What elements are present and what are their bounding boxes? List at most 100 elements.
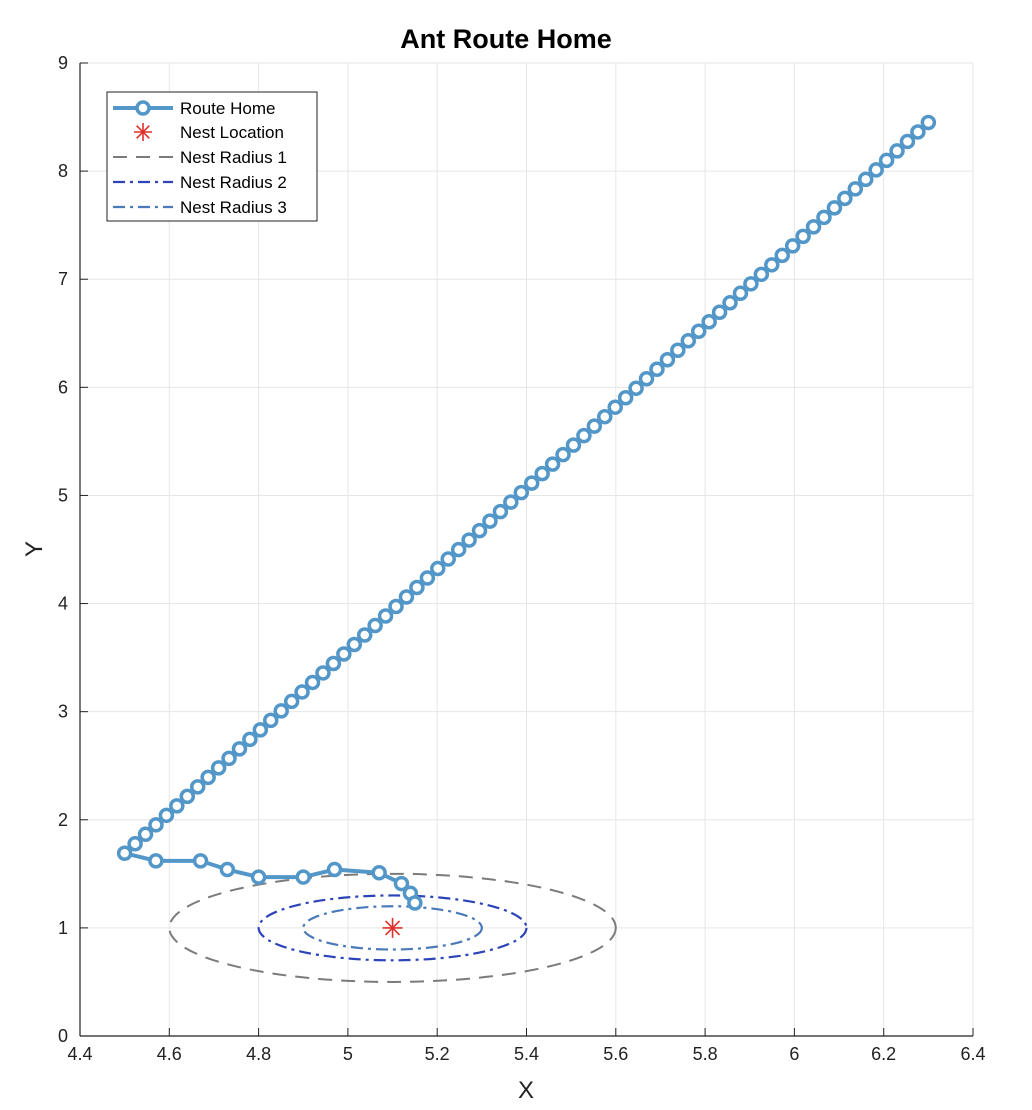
route-home-point bbox=[482, 513, 498, 529]
route-home-point bbox=[192, 853, 209, 869]
route-home-point bbox=[346, 636, 363, 653]
route-home-point bbox=[461, 532, 477, 548]
route-home-point bbox=[273, 703, 289, 719]
axes bbox=[79, 62, 974, 1037]
route-home-point bbox=[409, 579, 425, 596]
route-home-point bbox=[398, 589, 415, 605]
route-home-point bbox=[534, 465, 550, 482]
route-home-point bbox=[393, 875, 410, 892]
legend-label: Nest Radius 3 bbox=[180, 198, 287, 217]
route-home-point bbox=[753, 266, 770, 283]
legend: Route Home Nest Location Nest Radius 1 Nest… bbox=[106, 91, 318, 222]
route-home-point bbox=[795, 228, 811, 245]
route-home-point bbox=[367, 617, 383, 634]
x-tick-label: 5.6 bbox=[603, 1044, 628, 1064]
x-tick-label: 6.4 bbox=[960, 1044, 985, 1064]
tick-labels: 4.4 4.6 4.8 5 5.2 5.4 5.6 5.8 6 6.2 6.4 0 1 2 3 4 5 6 7 8 9 bbox=[58, 53, 986, 1064]
x-tick-label: 4.6 bbox=[157, 1044, 182, 1064]
route-home-point bbox=[920, 114, 937, 131]
x-tick-label: 6 bbox=[789, 1044, 799, 1064]
nest-radius-3-circle bbox=[302, 905, 483, 951]
route-home-point bbox=[430, 560, 446, 577]
y-tick-label: 5 bbox=[58, 485, 68, 505]
route-home-point bbox=[189, 779, 206, 795]
route-home-point bbox=[315, 665, 331, 681]
x-tick-label: 4.8 bbox=[246, 1044, 271, 1064]
route-home-point bbox=[513, 484, 530, 501]
route-home-point bbox=[607, 399, 623, 415]
y-tick-label: 8 bbox=[58, 161, 68, 181]
route-home-point bbox=[670, 342, 686, 359]
route-home-point bbox=[805, 219, 822, 235]
route-home-point bbox=[252, 722, 269, 738]
x-tick-label: 5.4 bbox=[514, 1044, 539, 1064]
legend-nest-location-marker bbox=[134, 123, 152, 141]
route-home-point bbox=[690, 323, 707, 340]
route-home-point bbox=[419, 570, 436, 586]
route-home-point bbox=[250, 869, 267, 885]
y-tick-label: 9 bbox=[58, 53, 68, 73]
route-home-point bbox=[847, 181, 864, 197]
route-home-point bbox=[294, 684, 310, 700]
route-home-point bbox=[356, 627, 373, 643]
route-home-point bbox=[371, 865, 387, 881]
legend-label: Nest Radius 2 bbox=[180, 173, 287, 192]
route-home-point bbox=[586, 418, 603, 434]
y-tick-label: 6 bbox=[58, 377, 68, 397]
y-tick-label: 2 bbox=[58, 810, 68, 830]
route-home-point bbox=[910, 124, 926, 140]
route-home-point bbox=[242, 731, 258, 748]
x-tick-label: 4.4 bbox=[67, 1044, 92, 1064]
route-home-point bbox=[179, 788, 196, 805]
route-home-point bbox=[304, 674, 321, 691]
route-home-point bbox=[784, 238, 801, 254]
route-home-point bbox=[680, 333, 697, 349]
route-home-point bbox=[523, 475, 540, 491]
route-home-point bbox=[701, 314, 717, 330]
route-home-point bbox=[127, 836, 143, 852]
y-tick-label: 3 bbox=[58, 702, 68, 722]
route-home-point bbox=[263, 712, 279, 729]
route-home-point bbox=[158, 807, 175, 824]
grid bbox=[79, 62, 974, 1037]
nest-radius-2-circle bbox=[257, 894, 528, 962]
route-home-point bbox=[492, 503, 509, 520]
route-home-point bbox=[837, 190, 853, 207]
route-home-point bbox=[471, 522, 488, 539]
x-tick-label: 5.2 bbox=[425, 1044, 450, 1064]
x-tick-label: 6.2 bbox=[871, 1044, 896, 1064]
y-axis-label: Y bbox=[21, 541, 48, 557]
route-home-point bbox=[899, 133, 916, 150]
y-tick-label: 7 bbox=[58, 269, 68, 289]
route-home-point bbox=[826, 200, 843, 216]
legend-label: Nest Location bbox=[180, 123, 284, 142]
x-axis-label: X bbox=[518, 1077, 534, 1104]
route-home-point bbox=[878, 152, 895, 169]
route-home-point bbox=[816, 209, 832, 226]
route-home-point bbox=[774, 247, 790, 264]
route-home-point bbox=[555, 446, 571, 463]
route-home-point bbox=[377, 608, 394, 624]
y-tick-label: 4 bbox=[58, 594, 68, 614]
route-home-point bbox=[169, 798, 185, 814]
route-home-point bbox=[597, 408, 613, 425]
route-home-point bbox=[544, 456, 561, 472]
route-home-point bbox=[283, 693, 300, 710]
route-home-point bbox=[440, 551, 456, 567]
route-home-point bbox=[231, 741, 248, 757]
nest-radius-1-circle bbox=[168, 872, 617, 983]
route-home-point bbox=[221, 750, 237, 767]
nest-location-marker bbox=[382, 917, 403, 938]
route-home-point bbox=[219, 861, 236, 878]
y-tick-label: 1 bbox=[58, 918, 68, 938]
route-home-point bbox=[503, 494, 519, 510]
route-home-point bbox=[388, 598, 404, 615]
route-home-series bbox=[116, 114, 937, 911]
chart-title: Ant Route Home bbox=[400, 24, 612, 54]
y-tick-label: 0 bbox=[58, 1026, 68, 1046]
x-tick-label: 5 bbox=[343, 1044, 353, 1064]
route-home-point bbox=[450, 541, 467, 558]
route-home-point bbox=[116, 845, 133, 862]
route-home-point bbox=[137, 826, 154, 843]
